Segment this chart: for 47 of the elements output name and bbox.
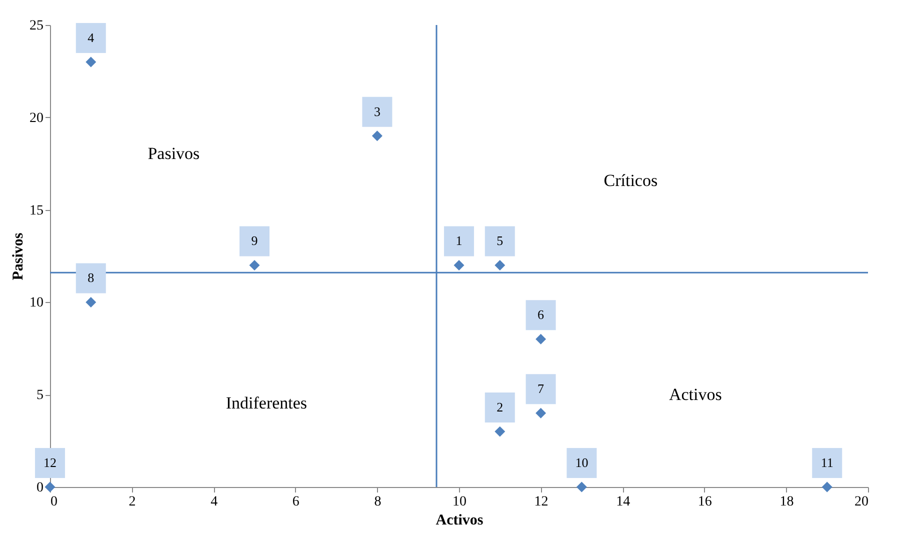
series-label: 12 bbox=[44, 455, 56, 470]
y-tick-label: 0 bbox=[36, 480, 44, 496]
series-label: 8 bbox=[88, 270, 94, 286]
x-tick-label: 4 bbox=[210, 494, 218, 510]
x-tick-label: 16 bbox=[698, 494, 712, 510]
y-tick-label: 15 bbox=[30, 203, 44, 218]
annotation: Críticos bbox=[604, 171, 658, 190]
x-tick-label: 6 bbox=[292, 494, 300, 510]
series-label: 3 bbox=[374, 104, 380, 119]
annotation: Indiferentes bbox=[226, 393, 308, 412]
point bbox=[494, 426, 506, 437]
series-label: 11 bbox=[820, 455, 834, 470]
point bbox=[536, 408, 546, 418]
x-axis-title: Activos bbox=[436, 512, 484, 528]
annotation: Activos bbox=[668, 384, 722, 404]
x-tick-label: 20 bbox=[854, 494, 868, 510]
point bbox=[86, 56, 96, 68]
series-label: 2 bbox=[496, 400, 504, 415]
annotation: Pasivos bbox=[148, 144, 200, 163]
y-tick-label: 10 bbox=[30, 296, 44, 311]
x-tick-label: 18 bbox=[780, 494, 794, 510]
series-label: 10 bbox=[575, 455, 588, 470]
point bbox=[822, 482, 832, 492]
y-tick-label: 25 bbox=[30, 18, 44, 34]
x-tick-label: 2 bbox=[128, 494, 136, 510]
series-label: 6 bbox=[538, 307, 545, 322]
series-label: 9 bbox=[251, 233, 258, 248]
series-label: 1 bbox=[456, 233, 462, 248]
point bbox=[372, 130, 382, 142]
point bbox=[249, 260, 260, 270]
point bbox=[494, 260, 506, 270]
point bbox=[576, 482, 587, 492]
point bbox=[86, 296, 96, 308]
point bbox=[44, 482, 56, 492]
series-label: 5 bbox=[496, 233, 504, 248]
point bbox=[454, 260, 464, 270]
x-tick-label: 8 bbox=[374, 494, 382, 510]
y-axis-title: Pasivos bbox=[10, 232, 26, 280]
y-tick-label: 5 bbox=[36, 388, 44, 404]
series-label: 4 bbox=[88, 30, 95, 45]
series-label: 7 bbox=[538, 381, 545, 396]
x-tick-label: 12 bbox=[534, 494, 548, 510]
point bbox=[536, 334, 546, 344]
y-tick-label: 20 bbox=[30, 110, 44, 126]
x-tick-label: 0 bbox=[50, 494, 58, 510]
x-tick-label: 10 bbox=[452, 494, 466, 510]
x-tick-label: 14 bbox=[616, 494, 630, 510]
